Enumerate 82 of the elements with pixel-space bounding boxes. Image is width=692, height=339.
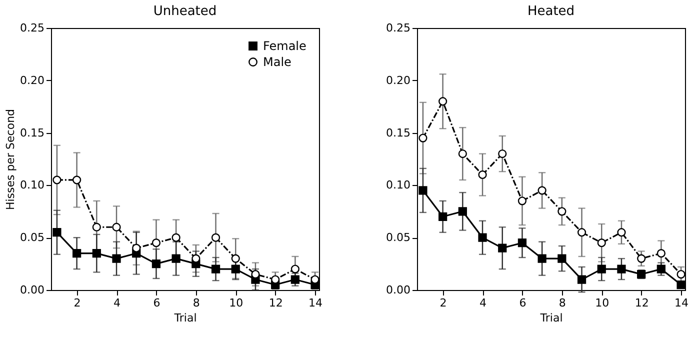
- legend-label: Male: [263, 55, 292, 69]
- x-tick-label: 14: [308, 296, 323, 310]
- x-tick-label: 4: [114, 296, 121, 310]
- point: [558, 254, 566, 263]
- x-tick-label: 10: [229, 296, 244, 310]
- point: [132, 244, 141, 252]
- y-tick-label: 0.05: [386, 231, 410, 244]
- x-tick-label: 12: [634, 296, 649, 310]
- point: [52, 176, 62, 184]
- y-tick-label: 0.25: [20, 22, 44, 34]
- chart-title: Heated: [527, 4, 575, 19]
- point: [152, 259, 161, 268]
- y-axis-title: Hisses per Second: [4, 108, 18, 210]
- point: [538, 186, 546, 195]
- y-tick-label: 0.15: [20, 126, 44, 140]
- x-tick-label: 6: [519, 296, 526, 310]
- point: [92, 222, 101, 232]
- point: [172, 233, 180, 242]
- x-tick-label: 8: [192, 296, 200, 310]
- point: [617, 264, 626, 274]
- x-axis-title: Trial: [173, 312, 197, 324]
- point: [656, 264, 666, 274]
- point: [656, 249, 666, 258]
- chart-title: Unheated: [153, 4, 217, 19]
- point: [577, 228, 586, 237]
- y-tick-label: 0.20: [20, 74, 44, 87]
- x-tick-label: 2: [440, 296, 447, 310]
- y-tick-label: 0.25: [386, 22, 410, 34]
- x-tick-label: 10: [595, 296, 610, 310]
- point: [72, 176, 82, 184]
- point: [92, 249, 101, 258]
- point: [271, 275, 280, 284]
- point: [211, 233, 220, 242]
- point: [518, 196, 527, 206]
- point: [458, 149, 467, 158]
- point: [418, 134, 428, 142]
- x-tick-label: 6: [153, 296, 160, 310]
- y-tick-label: 0.20: [386, 74, 410, 87]
- point: [112, 222, 121, 232]
- point: [478, 170, 487, 180]
- point: [72, 249, 82, 258]
- point: [152, 238, 161, 248]
- y-tick-label: 0.00: [386, 284, 410, 296]
- point: [558, 207, 566, 216]
- y-tick-label: 0.05: [20, 231, 44, 244]
- point: [577, 275, 586, 284]
- point: [112, 254, 121, 263]
- x-tick-label: 4: [480, 296, 487, 310]
- point: [597, 264, 606, 274]
- point: [597, 238, 606, 248]
- point: [498, 244, 507, 252]
- point: [418, 186, 428, 195]
- y-tick-label: 0.10: [20, 178, 44, 192]
- point: [172, 254, 180, 263]
- point: [231, 264, 240, 274]
- point: [211, 264, 220, 274]
- point: [478, 233, 487, 242]
- point: [290, 264, 300, 274]
- x-tick-label: 2: [74, 296, 81, 310]
- x-tick-label: 12: [268, 296, 283, 310]
- point: [518, 238, 527, 248]
- point: [192, 254, 200, 263]
- y-tick-label: 0.10: [386, 178, 410, 192]
- point: [637, 254, 646, 263]
- point: [438, 97, 448, 106]
- x-axis-title: Trial: [539, 312, 563, 324]
- point: [498, 149, 507, 158]
- x-tick-label: 14: [674, 296, 689, 310]
- point: [538, 254, 546, 263]
- y-tick-label: 0.00: [20, 284, 44, 296]
- x-tick-label: 8: [558, 296, 566, 310]
- point: [438, 212, 448, 221]
- point: [617, 228, 626, 237]
- point: [458, 207, 467, 216]
- point: [52, 228, 62, 237]
- point: [231, 254, 240, 263]
- point: [676, 270, 686, 279]
- point: [676, 280, 686, 290]
- point: [290, 275, 300, 284]
- legend-label: Female: [263, 39, 306, 53]
- point: [310, 275, 320, 284]
- y-tick-label: 0.15: [386, 126, 410, 140]
